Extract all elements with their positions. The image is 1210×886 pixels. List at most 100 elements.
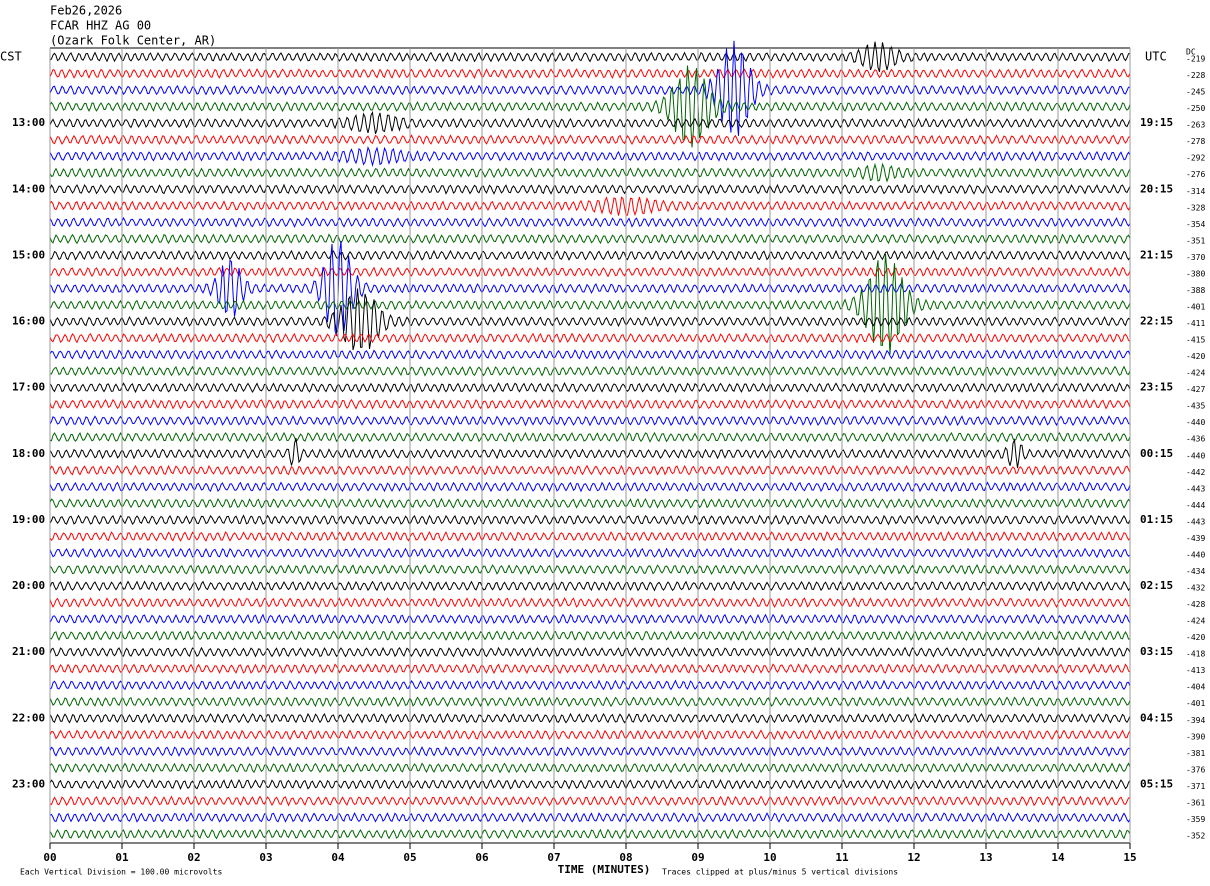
- dc-offset: -401: [1186, 699, 1205, 708]
- dc-offset: -390: [1186, 732, 1205, 741]
- trace: [49, 288, 1131, 351]
- local-hour-label: 14:00: [12, 182, 45, 195]
- dc-offset: -434: [1186, 567, 1205, 576]
- trace: [49, 183, 1131, 195]
- dc-offset: -401: [1186, 302, 1205, 311]
- dc-offset: -219: [1186, 55, 1205, 64]
- local-hour-label: 15:00: [12, 248, 45, 261]
- x-axis-label: TIME (MINUTES): [558, 863, 651, 876]
- dc-offset: -352: [1186, 832, 1205, 841]
- x-tick-label: 00: [43, 851, 56, 864]
- local-hour-label: 22:00: [12, 711, 45, 724]
- traces: [49, 40, 1131, 840]
- dc-offset: -442: [1186, 468, 1205, 477]
- local-hour-label: 16:00: [12, 315, 45, 328]
- trace: [49, 398, 1131, 410]
- utc-hour-label: 21:15: [1140, 248, 1173, 261]
- dc-offset: -394: [1186, 716, 1205, 725]
- trace: [49, 431, 1131, 443]
- trace: [49, 563, 1131, 575]
- trace: [49, 110, 1131, 134]
- trace: [49, 68, 1131, 79]
- trace: [49, 530, 1131, 542]
- x-tick-label: 05: [403, 851, 416, 864]
- dc-offset: -439: [1186, 534, 1205, 543]
- x-tick-label: 14: [1051, 851, 1065, 864]
- trace: [49, 580, 1131, 592]
- dc-offset: -444: [1186, 501, 1205, 510]
- utc-hour-label: 22:15: [1140, 315, 1173, 328]
- dc-offset: -443: [1186, 517, 1205, 526]
- x-tick-label: 04: [331, 851, 345, 864]
- trace: [49, 146, 1131, 168]
- trace: [49, 332, 1131, 344]
- dc-offset: -371: [1186, 782, 1205, 791]
- station: FCAR HHZ AG 00: [50, 19, 151, 33]
- dc-offset: -440: [1186, 418, 1205, 427]
- local-hour-label: 23:00: [12, 777, 45, 790]
- dc-offset: -440: [1186, 550, 1205, 559]
- dc-offset: -328: [1186, 203, 1205, 212]
- dc-offset: -424: [1186, 617, 1205, 626]
- trace: [49, 762, 1131, 774]
- dc-offset: -361: [1186, 798, 1205, 807]
- x-tick-label: 06: [475, 851, 489, 864]
- dc-offset: -435: [1186, 402, 1205, 411]
- dc-offset: -354: [1186, 220, 1205, 229]
- trace: [49, 597, 1131, 609]
- dc-offset: -440: [1186, 451, 1205, 460]
- date: Feb26,2026: [50, 4, 122, 18]
- x-tick-label: 09: [691, 851, 704, 864]
- trace: [49, 438, 1131, 469]
- trace: [49, 249, 1131, 261]
- dc-offset: -245: [1186, 88, 1205, 97]
- utc-hour-label: 19:15: [1140, 116, 1173, 129]
- dc-label: DC: [1186, 48, 1196, 57]
- utc-hour-label: 04:15: [1140, 711, 1173, 724]
- trace: [49, 613, 1131, 625]
- dc-offset: -411: [1186, 319, 1205, 328]
- trace: [49, 253, 1131, 355]
- dc-offset: -424: [1186, 369, 1205, 378]
- local-hour-label: 21:00: [12, 645, 45, 658]
- trace: [49, 778, 1131, 790]
- trace: [49, 497, 1131, 509]
- dc-offset: -415: [1186, 336, 1205, 345]
- dc-offset: -418: [1186, 650, 1205, 659]
- trace: [49, 729, 1131, 741]
- dc-offset: -427: [1186, 385, 1205, 394]
- trace: [49, 233, 1131, 245]
- trace: [49, 745, 1131, 757]
- x-tick-label: 10: [763, 851, 776, 864]
- right-axis-label: UTC: [1145, 50, 1167, 64]
- x-tick-label: 15: [1123, 851, 1136, 864]
- dc-offset: -278: [1186, 137, 1205, 146]
- trace: [49, 547, 1131, 559]
- utc-hour-label: 00:15: [1140, 447, 1173, 460]
- scale-note: Each Vertical Division = 100.00 microvol…: [20, 868, 222, 877]
- trace: [49, 514, 1131, 526]
- location: (Ozark Folk Center, AR): [50, 34, 216, 48]
- left-axis-label: CST: [0, 50, 22, 64]
- trace: [49, 630, 1131, 642]
- dc-offset: -276: [1186, 170, 1205, 179]
- trace: [49, 365, 1131, 377]
- trace: [49, 663, 1131, 675]
- dc-offset: -263: [1186, 121, 1205, 130]
- dc-offset: -376: [1186, 765, 1205, 774]
- x-tick-label: 01: [115, 851, 129, 864]
- trace: [49, 415, 1131, 427]
- x-tick-label: 13: [979, 851, 992, 864]
- local-hour-label: 20:00: [12, 579, 45, 592]
- trace: [49, 241, 1131, 337]
- trace: [49, 162, 1131, 183]
- dc-offset: -292: [1186, 154, 1205, 163]
- dc-offset: -314: [1186, 187, 1205, 196]
- dc-offset: -432: [1186, 584, 1205, 593]
- local-hour-label: 17:00: [12, 381, 45, 394]
- trace: [49, 464, 1131, 476]
- dc-offset: -420: [1186, 352, 1205, 361]
- trace: [49, 712, 1131, 724]
